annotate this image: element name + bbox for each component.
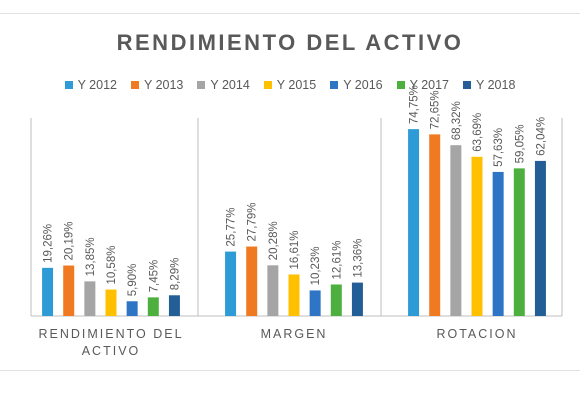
data-label: 59,05% [514, 124, 526, 163]
bar [471, 156, 483, 316]
legend-label: Y 2014 [210, 78, 250, 92]
legend-label: Y 2013 [143, 78, 184, 92]
data-label: 68,32% [451, 101, 463, 140]
bar [330, 284, 342, 316]
data-label: 12,61% [331, 240, 343, 279]
legend-swatch [130, 81, 139, 89]
bar [429, 134, 441, 316]
bar [105, 289, 117, 316]
legend-swatch [64, 81, 73, 89]
data-label: 62,04% [535, 117, 547, 156]
legend-item: Y 2014 [197, 78, 250, 92]
data-label: 10,58% [106, 246, 118, 285]
category-label: ACTIVO [82, 344, 141, 358]
bar [492, 171, 504, 316]
data-label: 5,90% [127, 264, 139, 297]
bar [225, 251, 237, 316]
legend-item: Y 2018 [463, 78, 515, 92]
bar [267, 265, 279, 316]
legend-swatch [197, 81, 206, 89]
data-label: 27,79% [247, 203, 259, 242]
legend-swatch [463, 81, 472, 89]
bar [168, 295, 180, 316]
data-label: 20,28% [268, 221, 280, 260]
bar [288, 274, 300, 316]
data-label: 20,19% [64, 222, 76, 261]
data-label: 74,75% [409, 85, 421, 124]
data-label: 13,36% [352, 239, 364, 278]
bar [42, 267, 54, 316]
bar [309, 290, 321, 316]
legend-label: Y 2017 [409, 78, 450, 92]
bar [534, 160, 546, 316]
bar [408, 129, 420, 316]
bar [84, 281, 96, 316]
data-label: 7,45% [148, 260, 160, 293]
legend-item: Y 2016 [330, 78, 383, 92]
bottom-divider [0, 370, 580, 371]
bar [63, 265, 75, 316]
data-label: 25,77% [226, 208, 238, 247]
bar [126, 301, 138, 316]
legend-label: Y 2018 [476, 78, 516, 92]
legend-label: Y 2012 [77, 78, 117, 92]
legend-item: Y 2015 [263, 78, 317, 92]
legend-swatch [396, 81, 405, 89]
data-label: 13,85% [85, 237, 97, 276]
bar [450, 145, 462, 316]
category-label: RENDIMIENTO DEL [38, 327, 183, 341]
bar [147, 297, 159, 316]
legend-swatch [263, 81, 272, 89]
chart-title: RENDIMIENTO DEL ACTIVO [116, 30, 464, 55]
data-label: 19,26% [43, 224, 55, 263]
data-label: 72,65% [430, 90, 442, 129]
legend-item: Y 2017 [396, 78, 450, 92]
legend-item: Y 2013 [130, 78, 184, 92]
data-label: 57,63% [493, 128, 505, 167]
legend-label: Y 2016 [343, 78, 383, 92]
data-label: 10,23% [310, 246, 322, 285]
bar [513, 168, 525, 316]
bar [246, 246, 258, 316]
legend-item: Y 2012 [64, 78, 117, 92]
data-label: 63,69% [472, 113, 484, 152]
top-divider [0, 13, 580, 14]
data-label: 16,61% [289, 230, 301, 269]
category-label: ROTACION [436, 327, 517, 341]
data-label: 8,29% [169, 258, 181, 291]
legend-swatch [330, 81, 339, 89]
legend-label: Y 2015 [276, 78, 317, 92]
bar [351, 282, 363, 316]
legend: Y 2012 Y 2013 Y 2014 Y 2015 Y 2016 Y 2017 Y 20… [0, 78, 580, 92]
category-label: MARGEN [261, 327, 328, 341]
